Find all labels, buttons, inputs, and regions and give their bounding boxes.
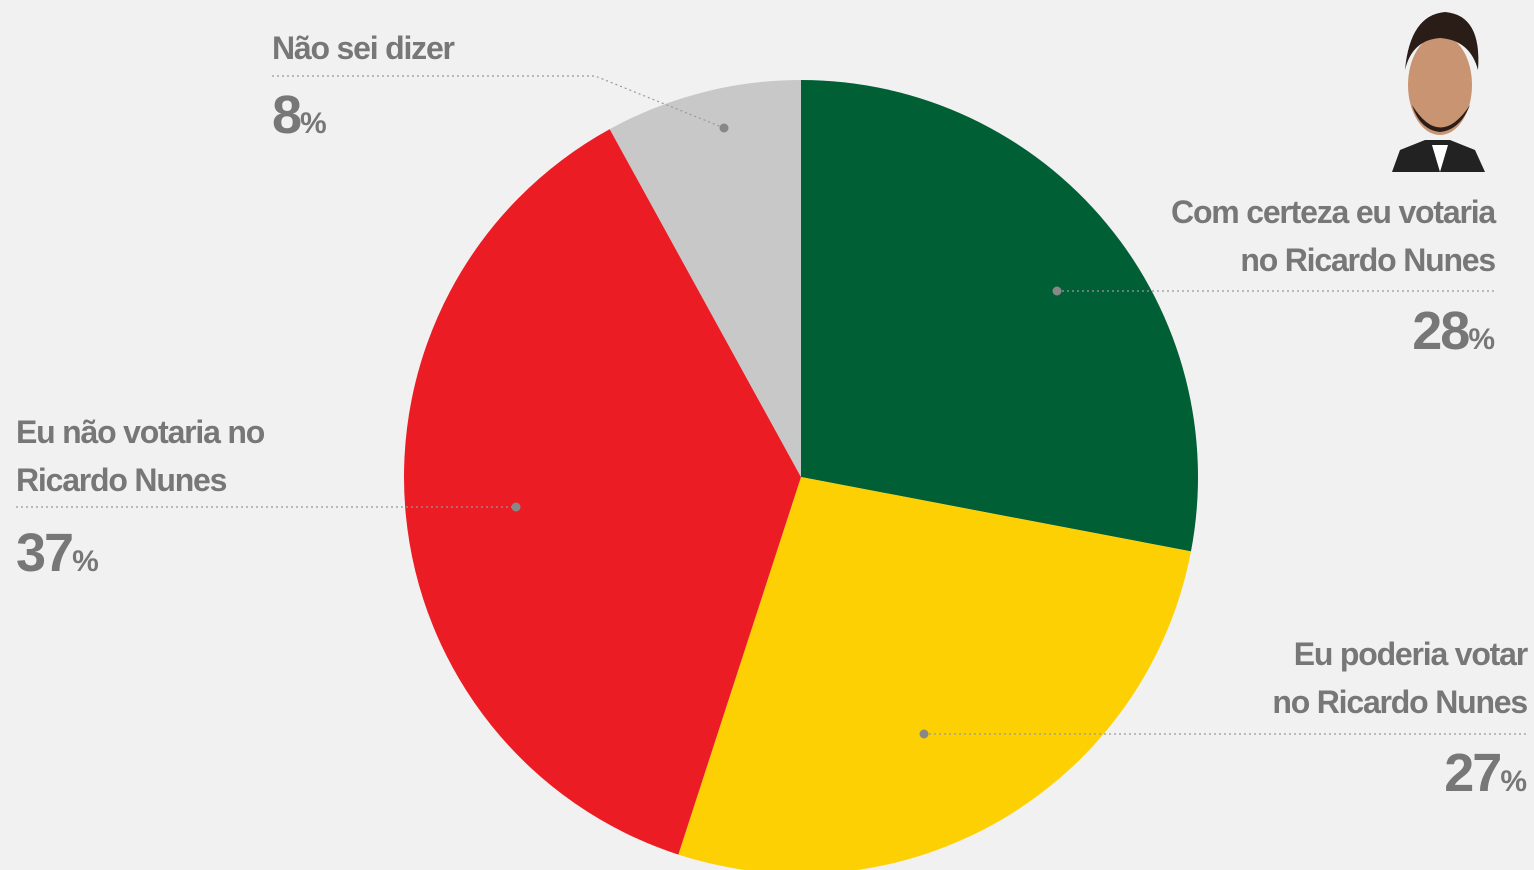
caricature	[1392, 12, 1485, 172]
value-number: 8	[272, 85, 302, 145]
pie-slice	[678, 477, 1191, 870]
value-label: 8%	[272, 84, 327, 146]
value-number: 37	[16, 523, 74, 583]
value-number: 28	[1412, 301, 1470, 361]
value-label: 28%	[1412, 300, 1495, 362]
category-label: Não sei dizer	[272, 30, 455, 66]
pie-slice	[609, 80, 801, 477]
leader-dot	[919, 729, 929, 739]
value-unit: %	[1468, 323, 1495, 356]
leader-line	[272, 75, 725, 129]
leader-dot	[1052, 286, 1062, 296]
value-unit: %	[1500, 765, 1527, 798]
pie	[403, 80, 1198, 870]
value-label: 27%	[1444, 742, 1527, 804]
pie-slice	[801, 80, 1198, 552]
value-unit: %	[72, 545, 99, 578]
category-label: Eu poderia votar no Ricardo Nunes	[1272, 636, 1528, 720]
leader-dot	[511, 502, 521, 512]
value-number: 27	[1444, 743, 1502, 803]
value-unit: %	[300, 107, 327, 140]
category-label: Com certeza eu votaria no Ricardo Nunes	[1171, 194, 1496, 278]
pie-slice	[403, 129, 801, 855]
leader-dot	[719, 123, 729, 133]
value-label: 37%	[16, 522, 99, 584]
category-label: Eu não votaria no Ricardo Nunes	[16, 414, 265, 498]
